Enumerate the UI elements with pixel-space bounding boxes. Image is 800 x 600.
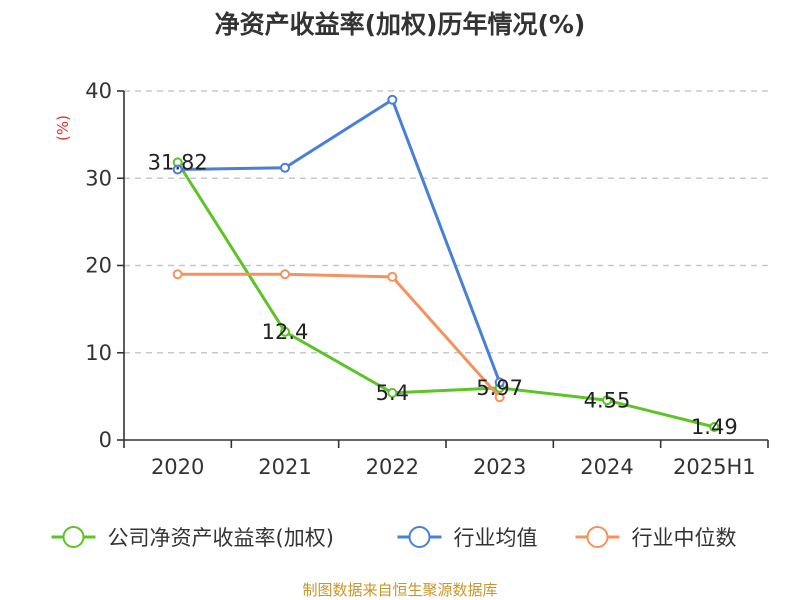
series-point[interactable]: [494, 392, 505, 403]
series-1: [172, 94, 505, 388]
x-tick-label: 2023: [473, 455, 526, 479]
data-label: 31.82: [148, 150, 208, 174]
data-label: 5.4: [376, 381, 409, 405]
gridlines: [124, 90, 768, 354]
data-label: 1.49: [691, 415, 738, 439]
legend-swatch-marker: [62, 526, 85, 548]
data-source-note: 制图数据来自恒生聚源数据库: [302, 581, 497, 599]
legend-label: 行业均值: [454, 526, 538, 550]
series-point[interactable]: [709, 421, 720, 432]
series-lines: [172, 94, 720, 432]
series-point[interactable]: [602, 395, 612, 406]
legend-swatch-marker: [408, 526, 431, 548]
series-0: [172, 157, 720, 432]
series-line: [177, 98, 502, 383]
x-tick-label: 2024: [580, 455, 633, 479]
legend-item-2[interactable]: 行业中位数: [575, 526, 737, 550]
y-tick-label: 30: [85, 166, 112, 190]
legend-label: 公司净资产收益率(加权): [108, 526, 334, 550]
axes: 0 10 20 30 40 2020 2021 2022 2023 2024 2025H1: [85, 79, 769, 479]
y-tick-label: 40: [85, 79, 112, 103]
x-tick-label: 2021: [258, 455, 311, 479]
data-label: 5.97: [476, 376, 523, 400]
chart-title: 净资产收益率(加权)历年情况(%): [215, 10, 586, 39]
series-point[interactable]: [280, 162, 290, 173]
legend-item-0[interactable]: 公司净资产收益率(加权): [51, 526, 334, 550]
series-point[interactable]: [280, 326, 290, 337]
series-point[interactable]: [172, 164, 183, 175]
series-point[interactable]: [387, 94, 398, 105]
legend-label: 行业中位数: [632, 526, 737, 550]
data-label: 12.4: [262, 320, 309, 344]
legend-swatch-marker: [586, 526, 609, 548]
y-tick-label: 20: [85, 254, 112, 278]
data-labels: 31.82 12.4 5.4 5.97 4.55 1.49: [148, 150, 738, 439]
x-tick-label: 2022: [366, 455, 419, 479]
series-point[interactable]: [387, 271, 398, 282]
x-tick-label: 2025H1: [673, 455, 756, 479]
data-label: 4.55: [584, 388, 631, 412]
series-point[interactable]: [494, 377, 505, 388]
series-line: [177, 272, 501, 399]
series-2: [172, 269, 505, 403]
legend[interactable]: 公司净资产收益率(加权) 行业均值 行业中位数: [51, 526, 737, 550]
y-tick-label: 0: [99, 428, 112, 452]
legend-item-1[interactable]: 行业均值: [397, 526, 538, 550]
series-point[interactable]: [280, 269, 290, 280]
series-point[interactable]: [387, 387, 398, 398]
x-tick-label: 2020: [151, 455, 204, 479]
series-line: [176, 161, 715, 429]
series-point[interactable]: [172, 269, 183, 280]
y-tick-label: 10: [85, 341, 112, 365]
y-axis-unit-label: (%): [54, 115, 72, 141]
